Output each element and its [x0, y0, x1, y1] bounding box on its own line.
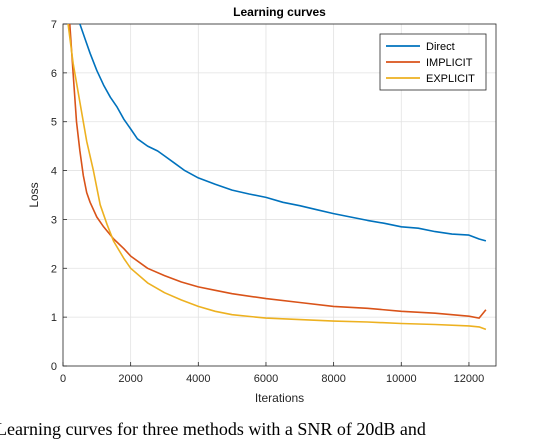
- x-tick-label: 2000: [118, 373, 142, 385]
- series-line-direct: [79, 23, 487, 242]
- learning-curves-chart: Learning curves 0 2000 4000 6000 8000 10000 12…: [27, 5, 497, 405]
- y-tick-label: 0: [51, 361, 57, 373]
- y-tick-label: 6: [51, 68, 57, 80]
- x-tick-label: 6000: [254, 373, 278, 385]
- chart-title: Learning curves: [233, 5, 326, 19]
- y-tick-label: 7: [51, 19, 57, 31]
- legend-label-implicit: IMPLICIT: [426, 57, 473, 69]
- x-axis-label: Iterations: [255, 391, 304, 405]
- legend: Direct IMPLICIT EXPLICIT: [379, 33, 487, 91]
- legend-label-direct: Direct: [426, 41, 455, 53]
- x-tick-label: 10000: [386, 373, 417, 385]
- series-lines: [67, 23, 487, 331]
- y-tick-label: 4: [51, 166, 57, 178]
- y-tick-label: 1: [51, 312, 57, 324]
- figure-caption: Learning curves for three methods with a…: [0, 419, 426, 439]
- y-tick-label: 2: [51, 263, 57, 275]
- y-axis-ticks: 0 1 2 3 4 5 6 7: [51, 19, 67, 373]
- y-axis-label: Loss: [27, 182, 41, 207]
- x-tick-label: 12000: [454, 373, 485, 385]
- legend-label-explicit: EXPLICIT: [426, 73, 475, 85]
- y-tick-label: 3: [51, 214, 57, 226]
- x-tick-label: 4000: [186, 373, 210, 385]
- series-line-implicit: [69, 23, 487, 319]
- x-axis-ticks: 0 2000 4000 6000 8000 10000 12000: [60, 362, 484, 385]
- series-line-explicit: [67, 23, 487, 331]
- y-tick-label: 5: [51, 117, 57, 129]
- plot-frame: [62, 23, 497, 367]
- x-tick-label: 8000: [321, 373, 345, 385]
- x-tick-label: 0: [60, 373, 66, 385]
